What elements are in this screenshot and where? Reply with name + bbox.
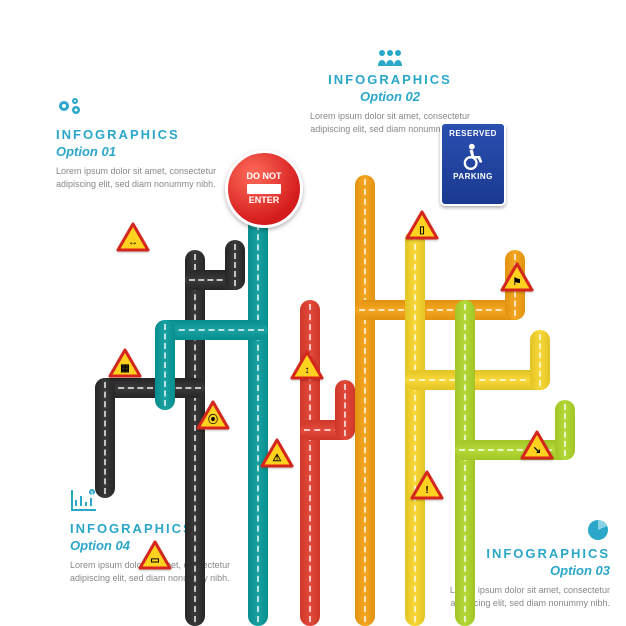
warning-triangle-sign: ⦿ bbox=[196, 400, 230, 430]
svg-text:⚠: ⚠ bbox=[273, 453, 282, 464]
warning-triangle-sign: ▦ bbox=[108, 348, 142, 378]
option-1-body: Lorem ipsum dolor sit amet, consectetur … bbox=[56, 165, 236, 190]
svg-text:$: $ bbox=[91, 491, 94, 497]
road-segment bbox=[300, 300, 320, 626]
road-segment bbox=[185, 250, 205, 626]
gears-icon bbox=[56, 96, 236, 123]
svg-text:▦: ▦ bbox=[120, 363, 129, 374]
svg-text:⚑: ⚑ bbox=[513, 277, 522, 288]
do-not-enter-bar-icon bbox=[247, 184, 281, 194]
svg-text:⦿: ⦿ bbox=[208, 413, 218, 426]
warning-triangle-sign: ↘ bbox=[520, 430, 554, 460]
option-1-block: INFOGRAPHICS Option 01 Lorem ipsum dolor… bbox=[56, 96, 236, 190]
svg-text:↔: ↔ bbox=[128, 237, 138, 248]
road-segment bbox=[530, 330, 550, 390]
option-1-title: INFOGRAPHICS bbox=[56, 127, 236, 142]
road-segment bbox=[225, 240, 245, 290]
option-2-title: INFOGRAPHICS bbox=[300, 72, 480, 87]
road-segment bbox=[355, 300, 525, 320]
road-segment bbox=[355, 175, 375, 626]
road-segment bbox=[555, 400, 575, 460]
svg-text:↕: ↕ bbox=[305, 365, 310, 376]
road-segment bbox=[155, 320, 175, 410]
option-1-subtitle: Option 01 bbox=[56, 144, 236, 159]
warning-triangle-sign: ↕ bbox=[290, 350, 324, 380]
do-not-enter-sign: DO NOT ENTER bbox=[225, 150, 303, 228]
road-segment bbox=[405, 230, 425, 626]
road-segment bbox=[248, 160, 268, 626]
road-segment bbox=[335, 380, 355, 440]
warning-triangle-sign: ⚑ bbox=[500, 262, 534, 292]
svg-text:▯: ▯ bbox=[419, 225, 425, 236]
warning-triangle-sign: ⚠ bbox=[260, 438, 294, 468]
road-segment bbox=[405, 370, 550, 390]
road-segment bbox=[95, 378, 115, 498]
svg-text:!: ! bbox=[425, 485, 428, 496]
wheelchair-icon bbox=[459, 142, 487, 170]
svg-text:↘: ↘ bbox=[533, 445, 541, 456]
parking-line1: RESERVED bbox=[442, 129, 504, 138]
reserved-parking-sign: RESERVED PARKING bbox=[440, 122, 506, 206]
warning-triangle-sign: ▭ bbox=[138, 540, 172, 570]
svg-text:▭: ▭ bbox=[150, 555, 159, 566]
road-segment bbox=[455, 300, 475, 626]
warning-triangle-sign: ▯ bbox=[405, 210, 439, 240]
warning-triangle-sign: ↔ bbox=[116, 222, 150, 252]
parking-line2: PARKING bbox=[442, 172, 504, 181]
option-2-subtitle: Option 02 bbox=[300, 89, 480, 104]
warning-triangle-sign: ! bbox=[410, 470, 444, 500]
do-not-enter-line1: DO NOT bbox=[247, 172, 282, 182]
do-not-enter-line2: ENTER bbox=[249, 196, 280, 206]
option-4-title: INFOGRAPHICS bbox=[70, 521, 250, 536]
people-icon bbox=[300, 48, 480, 68]
